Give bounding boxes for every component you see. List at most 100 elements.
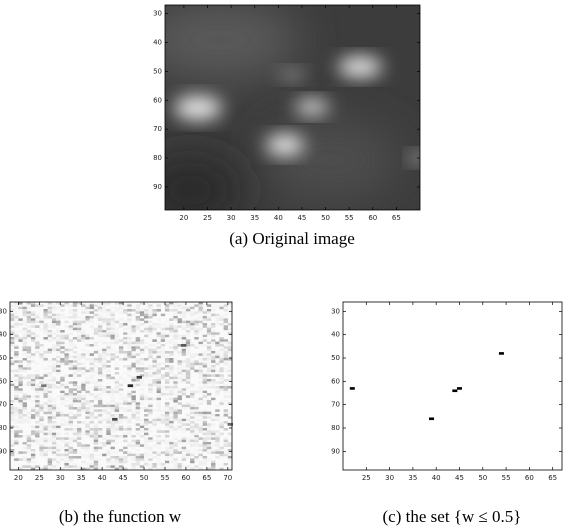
pixel [60, 337, 65, 340]
pixel [131, 444, 136, 447]
pixel [177, 311, 182, 314]
pixel [47, 316, 53, 319]
pixel [56, 348, 61, 352]
pixel [185, 381, 191, 384]
pixel [47, 423, 53, 426]
pixel [85, 351, 90, 354]
pixel [181, 341, 187, 345]
pixel [198, 320, 203, 324]
pixel [169, 330, 174, 333]
pixel [51, 332, 57, 335]
pixel [223, 348, 229, 352]
pixel [164, 421, 170, 424]
pixel [164, 467, 170, 471]
pixel [227, 311, 233, 314]
pixel [223, 463, 229, 466]
pixel [194, 425, 199, 429]
pixel [77, 435, 82, 438]
pixel [47, 313, 53, 317]
pixel [97, 367, 103, 370]
pixel [114, 437, 120, 440]
pixel [47, 306, 53, 310]
pixel [56, 355, 61, 359]
pixel [43, 467, 48, 471]
pixel [110, 327, 115, 331]
pixel [35, 421, 40, 424]
pixel [26, 311, 32, 314]
pixel [18, 330, 23, 333]
pixel [35, 395, 40, 398]
pixel [14, 393, 19, 396]
x-tick-label: 55 [161, 474, 170, 482]
pixel [139, 381, 145, 384]
pixel [135, 337, 141, 340]
x-tick-label: 25 [35, 474, 44, 482]
pixel [18, 323, 23, 326]
pixel [10, 425, 15, 429]
pixel [30, 374, 36, 377]
pixel [219, 369, 224, 373]
pixel [68, 374, 74, 377]
pixel [215, 390, 220, 394]
pixel [211, 386, 216, 389]
pixel [10, 383, 15, 387]
pixel [136, 375, 142, 379]
pixel [215, 374, 220, 377]
pixel [30, 414, 36, 417]
pixel [156, 467, 161, 471]
pixel [64, 304, 69, 307]
pixel [110, 439, 115, 443]
pixel [43, 381, 48, 384]
pixel [56, 463, 61, 466]
pixel [68, 456, 74, 459]
pixel [47, 379, 53, 382]
pixel [135, 449, 141, 452]
pixel [181, 390, 187, 394]
pixel [51, 400, 57, 403]
pixel [202, 416, 208, 419]
pixel [135, 439, 141, 443]
pixel [194, 458, 199, 461]
pixel [131, 463, 136, 466]
pixel [181, 418, 187, 422]
pixel [127, 390, 132, 394]
pixel [26, 442, 32, 445]
pixel [47, 437, 53, 440]
pixel [118, 407, 124, 410]
pixel [35, 334, 40, 338]
pixel [227, 432, 233, 436]
pixel [89, 306, 94, 310]
pixel [30, 425, 36, 429]
pixel [169, 418, 174, 422]
pixel [89, 353, 94, 356]
pixel [169, 302, 174, 305]
pixel [164, 306, 170, 310]
pixel [89, 360, 94, 363]
pixel [194, 404, 199, 408]
pixel [18, 374, 23, 377]
pixel [135, 442, 141, 445]
pixel [64, 404, 69, 408]
pixel [164, 414, 170, 417]
pixel [139, 362, 145, 366]
pixel [173, 327, 178, 331]
pixel [97, 453, 103, 457]
pixel [39, 344, 44, 347]
pixel [85, 358, 90, 361]
pixel [219, 467, 224, 471]
pixel [223, 346, 229, 349]
pixel [215, 418, 220, 422]
pixel [173, 346, 178, 349]
pixel [56, 344, 61, 347]
pixel [18, 416, 23, 419]
pixel [169, 397, 174, 401]
pixel [43, 442, 48, 445]
pixel [173, 344, 178, 347]
pixel [114, 404, 120, 408]
pixel [102, 351, 107, 354]
pixel [106, 390, 111, 394]
pixel [190, 327, 195, 331]
pixel [10, 309, 15, 312]
pixel [164, 442, 170, 445]
pixel [160, 465, 166, 468]
